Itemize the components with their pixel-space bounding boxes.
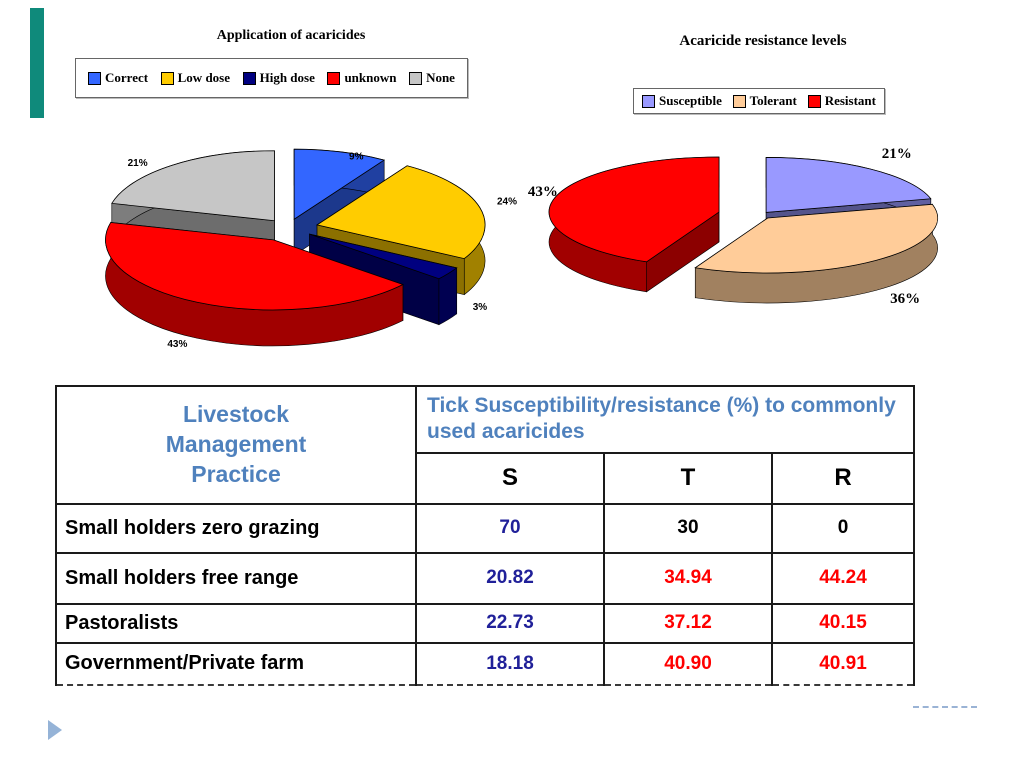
legend-item-unknown: unknown <box>327 70 396 86</box>
row-value: 0 <box>771 502 915 554</box>
resistance-chart-title: Acaricide resistance levels <box>679 33 847 49</box>
none-swatch-icon <box>409 71 423 85</box>
legend-label: Resistant <box>824 93 876 108</box>
legend-item-tolerant: Tolerant <box>732 93 797 109</box>
resistance-chart-legend: Susceptible Tolerant Resistant <box>633 88 885 114</box>
application-chart-legend: Correct Low dose High dose unknown None <box>75 58 468 98</box>
table-subheader-r: R <box>771 451 915 505</box>
row-value: 22.73 <box>415 602 605 644</box>
table-header-susceptibility: Tick Susceptibility/resistance (%) to co… <box>415 385 915 454</box>
table-subheader-t: T <box>603 451 773 505</box>
row-value: 18.18 <box>415 641 605 686</box>
row-value: 40.90 <box>603 641 773 686</box>
accent-bar <box>30 8 44 118</box>
legend-label: Susceptible <box>659 93 722 108</box>
pie-slice-susceptible <box>765 157 932 243</box>
unknown-swatch-icon <box>327 71 341 85</box>
slice-label-unknown: 43% <box>167 339 187 350</box>
resistant-swatch-icon <box>807 94 821 108</box>
row-label: Small holders zero grazing <box>55 502 417 554</box>
application-chart-title: Application of acaricides <box>216 28 366 43</box>
pie-slice-low-dose <box>316 165 486 296</box>
legend-label: Tolerant <box>749 93 797 108</box>
table-header-practice-text: Livestock Management Practice <box>165 400 307 487</box>
pie-slice-none <box>111 150 275 258</box>
legend-label: Correct <box>105 70 149 85</box>
legend-item-high-dose: High dose <box>242 70 315 86</box>
legend-item-resistant: Resistant <box>807 93 876 109</box>
row-value: 40.15 <box>771 602 915 644</box>
row-value: 37.12 <box>603 602 773 644</box>
row-value: 44.24 <box>771 551 915 605</box>
row-value: 30 <box>603 502 773 554</box>
correct-swatch-icon <box>88 71 101 85</box>
pie-slice-correct <box>293 148 386 256</box>
dashed-line <box>913 706 977 708</box>
table-row: Small holders zero grazing 70 30 0 <box>55 502 915 554</box>
susceptible-swatch-icon <box>642 94 655 108</box>
legend-item-none: None <box>409 70 455 86</box>
slide-corner-arrow-icon <box>48 720 62 740</box>
slice-label-tolerant: 36% <box>890 291 920 307</box>
row-value: 40.91 <box>771 641 915 686</box>
pie-slice-high-dose <box>309 233 458 326</box>
low-dose-swatch-icon <box>160 71 174 85</box>
table-row: Pastoralists 22.73 37.12 40.15 <box>55 602 915 644</box>
table-subheader-s: S <box>415 451 605 505</box>
table-row: Government/Private farm 18.18 40.90 40.91 <box>55 641 915 686</box>
slice-label-resistant: 43% <box>528 184 558 200</box>
table-header-practice: Livestock Management Practice <box>55 385 417 505</box>
legend-label: unknown <box>344 70 397 85</box>
row-value: 34.94 <box>603 551 773 605</box>
susceptibility-table: Livestock Management Practice Tick Susce… <box>55 385 915 686</box>
high-dose-swatch-icon <box>242 71 256 85</box>
legend-item-low-dose: Low dose <box>160 70 231 86</box>
tolerant-swatch-icon <box>732 94 746 108</box>
pie-slice-resistant <box>548 156 720 293</box>
legend-label: None <box>426 70 455 85</box>
row-label: Small holders free range <box>55 551 417 605</box>
legend-label: Low dose <box>177 70 231 85</box>
slice-label-none: 21% <box>128 158 148 169</box>
row-label: Pastoralists <box>55 602 417 644</box>
row-label: Government/Private farm <box>55 641 417 686</box>
table-header-susceptibility-text: Tick Susceptibility/resistance (%) to co… <box>427 394 896 444</box>
slice-label-high-dose: 3% <box>473 302 488 313</box>
table-row: Small holders free range 20.82 34.94 44.24 <box>55 551 915 605</box>
slice-label-correct: 9% <box>349 151 364 162</box>
row-value: 70 <box>415 502 605 554</box>
slice-label-low-dose: 24% <box>497 196 517 207</box>
legend-item-susceptible: Susceptible <box>642 93 722 109</box>
legend-label: High dose <box>259 70 315 85</box>
legend-item-correct: Correct <box>88 70 148 86</box>
pie-slice-tolerant <box>694 203 939 304</box>
pie-slice-unknown <box>105 221 404 347</box>
slice-label-susceptible: 21% <box>882 146 912 162</box>
row-value: 20.82 <box>415 551 605 605</box>
